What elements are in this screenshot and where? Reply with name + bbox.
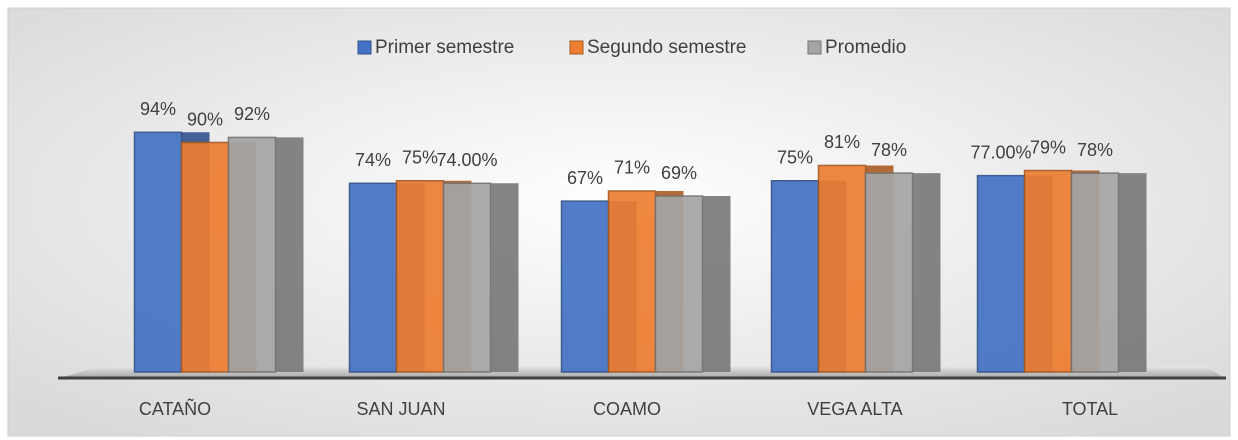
data-label: 75% [402, 148, 438, 168]
legend-label: Primer semestre [375, 37, 514, 58]
bar [348, 182, 398, 373]
bar [864, 172, 914, 373]
data-label: 74% [355, 150, 391, 170]
bar [607, 190, 657, 373]
bar [976, 174, 1026, 373]
bar [133, 131, 183, 373]
bar [770, 180, 820, 373]
data-label: 74.00% [436, 150, 497, 170]
x-tick-label: SAN JUAN [356, 399, 445, 419]
legend-swatch [807, 40, 822, 55]
bar-side [1118, 173, 1147, 372]
bar [560, 200, 610, 373]
data-label: 78% [1077, 140, 1113, 160]
bar [395, 180, 445, 373]
data-label: 71% [614, 158, 650, 178]
legend-swatch [569, 40, 584, 55]
bar-side [912, 173, 941, 372]
legend-swatch [357, 40, 372, 55]
x-tick-label: COAMO [593, 399, 661, 419]
bar-side [490, 183, 519, 372]
bar-side [275, 137, 304, 372]
data-label: 94% [140, 99, 176, 119]
data-label: 90% [187, 109, 223, 129]
x-tick-label: TOTAL [1062, 399, 1118, 419]
legend-label: Promedio [825, 37, 906, 58]
data-label: 79% [1030, 137, 1066, 157]
bar [817, 164, 867, 373]
data-label: 78% [871, 140, 907, 160]
data-label: 67% [567, 168, 603, 188]
data-label: 75% [777, 148, 813, 168]
data-label: 81% [824, 132, 860, 152]
bar [442, 182, 492, 373]
bar [180, 141, 230, 373]
data-label: 69% [661, 163, 697, 183]
bar [654, 195, 704, 373]
data-label: 77.00% [970, 142, 1031, 162]
bar [1023, 169, 1073, 373]
x-tick-label: VEGA ALTA [807, 399, 902, 419]
bar [227, 136, 277, 373]
bar [1070, 172, 1120, 373]
x-tick-label: CATAÑO [139, 398, 211, 419]
data-label: 92% [234, 104, 270, 124]
bar-side [702, 196, 731, 372]
legend-label: Segundo semestre [587, 37, 747, 58]
